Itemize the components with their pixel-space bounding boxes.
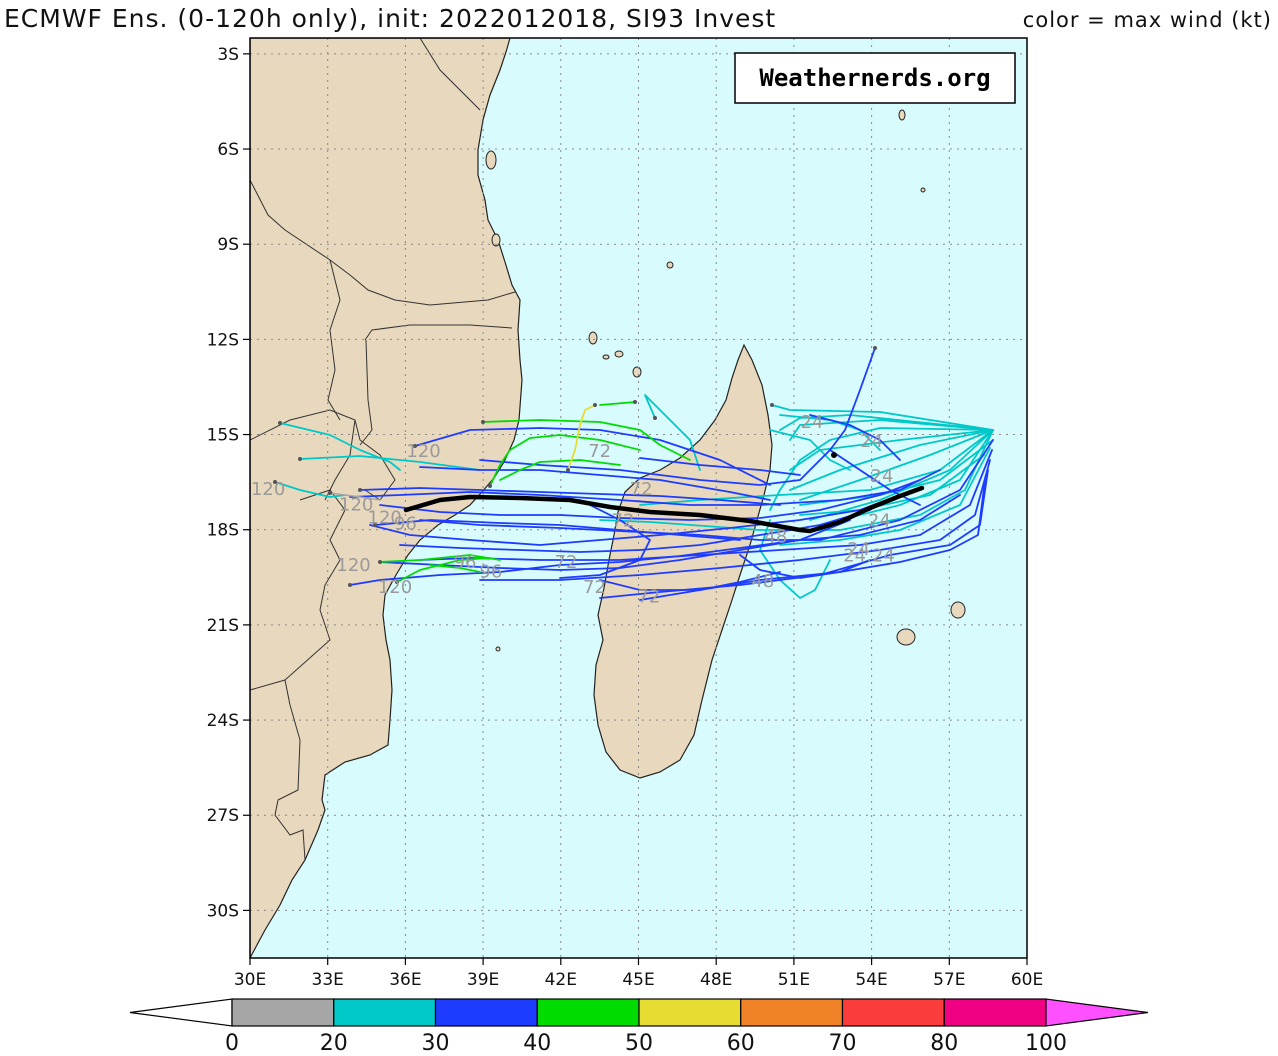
colorbar-low-arrow (129, 998, 233, 1027)
forecast-hour-label: 24 (871, 466, 894, 487)
ensemble-tracks (274, 347, 994, 601)
colorbar-label: 100 (1025, 1031, 1067, 1056)
colorbar-high-arrow (1045, 998, 1149, 1027)
lon-tick-label: 54E (855, 970, 887, 990)
lon-tick-label: 51E (778, 970, 810, 990)
lat-tick-label: 9S (217, 235, 239, 255)
lat-tick-label: 6S (217, 140, 239, 160)
country-borders (250, 38, 516, 861)
africa-landmass (250, 38, 523, 958)
lon-tick-label: 45E (622, 970, 654, 990)
colorbar-label: 60 (727, 1031, 755, 1056)
forecast-hour-label: 120 (251, 479, 285, 500)
lon-tick-label: 60E (1011, 970, 1043, 990)
credit-box: Weathernerds.org (734, 52, 1016, 104)
colorbar-label: 0 (225, 1031, 239, 1056)
colorbar-segment (536, 998, 640, 1027)
longitude-axis: 30E 33E 36E 39E 42E 45E 48E 51E 54E 57E 60E (234, 958, 1043, 990)
forecast-hour-label: 120 (378, 577, 412, 598)
forecast-hour-label: 72 (637, 587, 660, 608)
forecast-hour-label: 96 (479, 561, 502, 582)
lat-tick-label: 21S (207, 616, 239, 636)
colorbar-label: 80 (930, 1031, 958, 1056)
forecast-hour-label: 120 (336, 555, 370, 576)
colorbar-segment (841, 998, 945, 1027)
forecast-hour-label: 72 (583, 577, 606, 598)
map-title: ECMWF Ens. (0-120h only), init: 20220120… (4, 4, 777, 33)
colorbar-segment (333, 998, 437, 1027)
lat-tick-label: 30S (207, 901, 239, 921)
forecast-hour-label: 72 (630, 479, 653, 500)
lon-tick-label: 48E (700, 970, 732, 990)
lon-tick-label: 36E (389, 970, 421, 990)
colorbar-segment (638, 998, 742, 1027)
track-end-points (273, 346, 877, 587)
latitude-axis: 3S 6S 9S 12S 15S 18S 21S 24S 27S 30S (207, 45, 250, 921)
wind-color-legend-note: color = max wind (kt) (1022, 8, 1272, 32)
colorbar-segment (943, 998, 1047, 1027)
forecast-hour-label: 72 (555, 552, 578, 573)
lon-tick-label: 33E (312, 970, 344, 990)
forecast-hour-label: 96 (394, 514, 417, 535)
colorbar-segment (231, 998, 335, 1027)
forecast-hour-label: 120 (406, 441, 440, 462)
lat-tick-label: 27S (207, 806, 239, 826)
lat-tick-label: 18S (207, 521, 239, 541)
forecast-hour-label: 48 (764, 526, 787, 547)
colorbar-segment (740, 998, 844, 1027)
colorbar-label: 40 (523, 1031, 551, 1056)
colorbar-label: 50 (625, 1031, 653, 1056)
forecast-hour-label: 96 (454, 552, 477, 573)
forecast-hour-label: 48 (751, 571, 774, 592)
forecast-hour-label: 24.24 (843, 545, 895, 566)
lat-tick-label: 24S (207, 711, 239, 731)
colorbar-label: 70 (829, 1031, 857, 1056)
colorbar-label: 20 (320, 1031, 348, 1056)
colorbar-label: 30 (422, 1031, 450, 1056)
forecast-hour-label: 24 (868, 511, 891, 532)
lon-tick-label: 57E (933, 970, 965, 990)
small-islands (485, 109, 966, 652)
credit-text: Weathernerds.org (759, 64, 990, 92)
forecast-hour-label: 120 (339, 495, 373, 516)
lat-tick-label: 15S (207, 426, 239, 446)
lat-tick-label: 12S (207, 330, 239, 350)
forecast-hour-label: 72 (612, 511, 635, 532)
lat-tick-label: 3S (217, 45, 239, 65)
wind-colorbar: 0 20 30 40 50 60 70 80 100 (129, 998, 1149, 1056)
forecast-hour-label: 24 (860, 431, 883, 452)
forecast-hour-label: 24 (801, 412, 824, 433)
lon-tick-label: 30E (234, 970, 266, 990)
lon-tick-label: 42E (545, 970, 577, 990)
forecast-hour-label: 120 (368, 507, 402, 528)
forecast-hour-label: 24 (847, 539, 870, 560)
lon-tick-label: 39E (467, 970, 499, 990)
ensemble-mean-track (403, 485, 925, 534)
forecast-hour-label: 72 (588, 441, 611, 462)
colorbar-segment (434, 998, 538, 1027)
